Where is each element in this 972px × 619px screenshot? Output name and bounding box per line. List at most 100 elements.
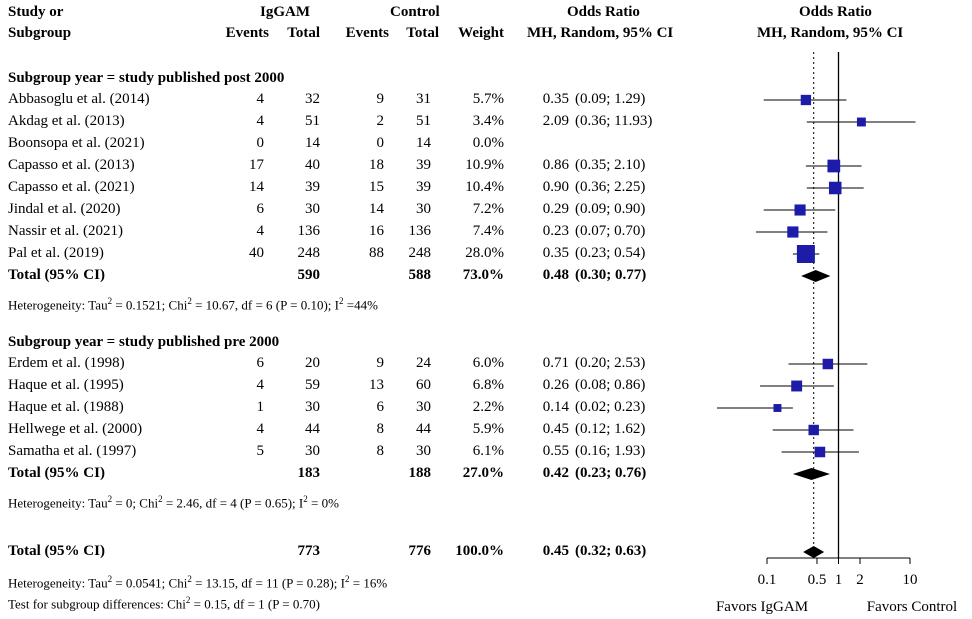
header-plot-line2: MH, Random, 95% CI (757, 25, 904, 41)
subgroup-weight: 73.0% (462, 267, 504, 283)
igg-total: 30 (305, 399, 320, 415)
control-total: 39 (416, 157, 431, 173)
pooled-diamond (803, 546, 825, 558)
subgroup-odds-ratio: 0.48 (542, 267, 569, 283)
header-igg-events: Events (225, 25, 269, 41)
odds-ratio: 0.26 (542, 377, 569, 393)
control-events: 16 (369, 223, 384, 239)
confidence-interval: (0.20; 2.53) (575, 355, 646, 371)
confidence-interval: (0.09; 1.29) (575, 91, 646, 107)
overall-heterogeneity: Heterogeneity: Tau2 = 0.0541; Chi2 = 13.… (8, 571, 387, 591)
weight: 3.4% (472, 113, 504, 129)
control-events: 6 (376, 399, 385, 415)
header-or-line2: MH, Random, 95% CI (527, 25, 674, 41)
pooled-diamond (792, 468, 830, 480)
odds-ratio: 0.45 (542, 421, 569, 437)
igg-total: 51 (305, 113, 320, 129)
control-events: 88 (369, 245, 384, 261)
subgroup-igg-total: 183 (297, 465, 321, 481)
odds-ratio: 0.35 (542, 91, 569, 107)
header-igg-total: Total (287, 25, 320, 41)
subgroup-control-total: 188 (408, 465, 432, 481)
header-ctrl-events: Events (345, 25, 389, 41)
igg-total: 44 (305, 421, 320, 437)
odds-ratio: 0.71 (542, 355, 569, 371)
confidence-interval: (0.08; 0.86) (575, 377, 646, 393)
subgroup-igg-total: 590 (297, 267, 321, 283)
effect-marker (828, 181, 842, 195)
effect-marker (791, 380, 803, 392)
control-total: 30 (416, 201, 431, 217)
heterogeneity-text-part: Heterogeneity: Tau (8, 495, 108, 511)
igg-events: 6 (256, 201, 265, 217)
effect-marker (773, 404, 782, 412)
x-tick-label: 10 (903, 572, 918, 588)
effect-marker (794, 204, 806, 216)
study-name: Samatha et al. (1997) (8, 443, 137, 459)
subgroup-title: Subgroup year = study published pre 2000 (8, 334, 280, 350)
igg-events: 14 (249, 179, 264, 195)
igg-events: 4 (256, 377, 265, 393)
confidence-interval: (0.16; 1.93) (575, 443, 646, 459)
overall-odds-ratio: 0.45 (542, 543, 569, 559)
heterogeneity-text-part: Heterogeneity: Tau (8, 575, 108, 591)
igg-events: 17 (249, 157, 264, 173)
heterogeneity-text-part: = 0.0541; Chi (112, 575, 188, 591)
effect-marker (808, 424, 819, 436)
subgroup-total-label: Total (95% CI) (8, 465, 105, 481)
study-name: Jindal et al. (2020) (8, 201, 121, 217)
odds-ratio: 0.86 (542, 157, 569, 173)
header-study-line1: Study or (8, 4, 64, 20)
study-name: Haque et al. (1988) (8, 399, 124, 415)
favors-right-label: Favors Control (867, 599, 957, 615)
confidence-interval: (0.36; 2.25) (575, 179, 646, 195)
control-total: 30 (416, 399, 431, 415)
subgroup-odds-ratio: 0.42 (542, 465, 569, 481)
confidence-interval: (0.35; 2.10) (575, 157, 646, 173)
header-ctrl-total: Total (406, 25, 439, 41)
confidence-interval: (0.36; 11.93) (575, 113, 653, 129)
weight: 5.7% (472, 91, 504, 107)
pooled-diamond (801, 270, 831, 282)
odds-ratio: 0.90 (542, 179, 569, 195)
study-name: Boonsopa et al. (2021) (8, 135, 145, 151)
subgroup-title: Subgroup year = study published post 200… (8, 70, 285, 86)
subgroup-ci: (0.23; 0.76) (575, 465, 647, 481)
odds-ratio: 0.14 (542, 399, 569, 415)
confidence-interval: (0.23; 0.54) (575, 245, 646, 261)
igg-events: 4 (256, 223, 265, 239)
effect-marker (800, 94, 812, 106)
heterogeneity-text-part: = 0; Chi (112, 495, 159, 511)
weight: 28.0% (465, 245, 504, 261)
superscript: 2 (107, 494, 113, 504)
igg-events: 4 (256, 421, 265, 437)
header-control-group: Control (390, 4, 440, 20)
heterogeneity-text-part: Test for subgroup differences: Chi (8, 596, 186, 612)
control-total: 136 (408, 223, 432, 239)
igg-events: 1 (256, 399, 265, 415)
subgroup-total-label: Total (95% CI) (8, 267, 105, 283)
confidence-interval: (0.09; 0.90) (575, 201, 646, 217)
control-events: 13 (369, 377, 384, 393)
weight: 6.1% (472, 443, 504, 459)
effect-marker (787, 226, 799, 238)
control-total: 39 (416, 179, 431, 195)
odds-ratio: 0.23 (542, 223, 569, 239)
superscript: 2 (107, 296, 113, 306)
header-igg-group: IgGAM (260, 4, 310, 20)
superscript: 2 (345, 574, 350, 584)
weight: 6.0% (472, 355, 504, 371)
control-total: 30 (416, 443, 431, 459)
igg-total: 39 (305, 179, 320, 195)
weight: 10.4% (465, 179, 504, 195)
heterogeneity-text-part: Heterogeneity: Tau (8, 297, 108, 313)
study-name: Haque et al. (1995) (8, 377, 124, 393)
x-tick-label: 1 (835, 572, 843, 588)
igg-total: 136 (297, 223, 321, 239)
study-name: Hellwege et al. (2000) (8, 421, 143, 437)
overall-ci: (0.32; 0.63) (575, 543, 647, 559)
heterogeneity-text-part: = 16% (349, 575, 388, 591)
igg-events: 40 (249, 245, 264, 261)
control-events: 2 (376, 113, 385, 129)
